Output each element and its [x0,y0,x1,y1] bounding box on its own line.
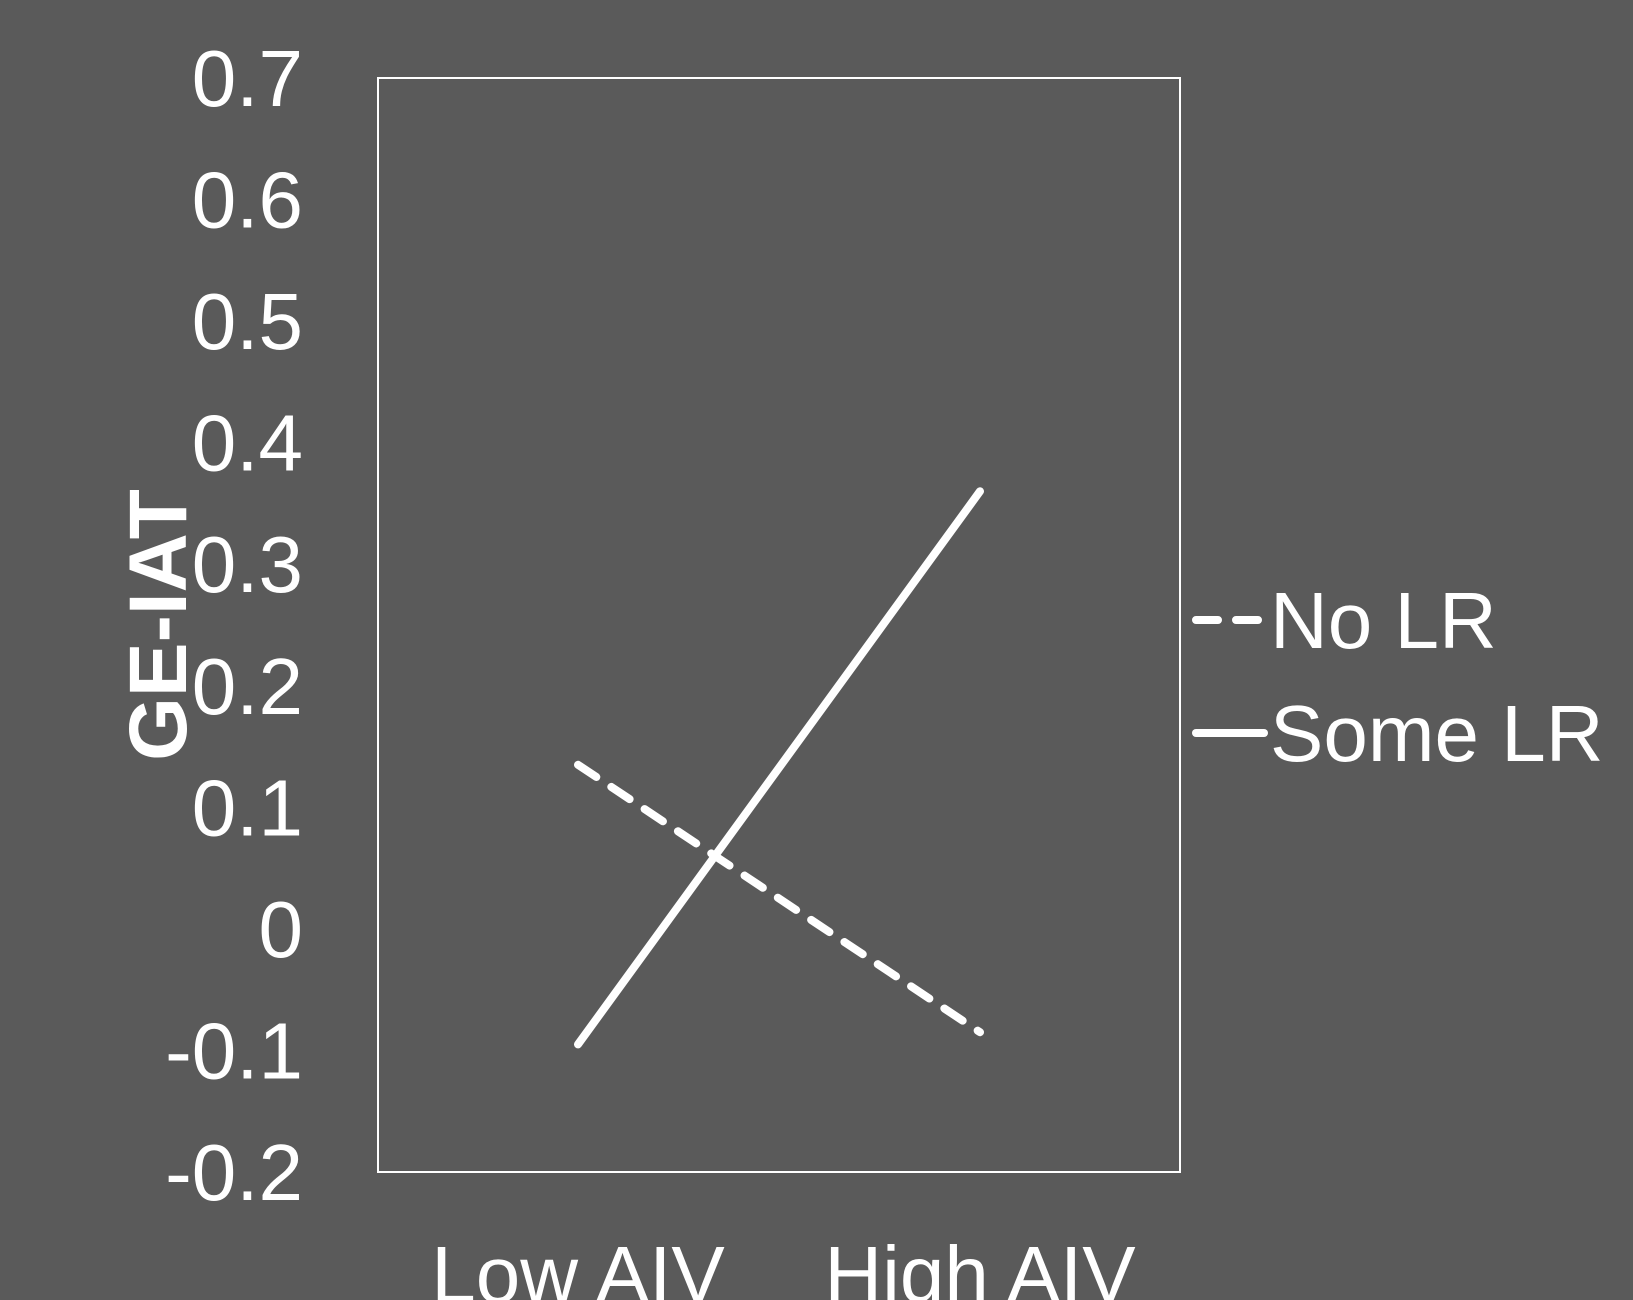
y-tick-label: 0.1 [192,763,303,852]
y-tick-label: 0.3 [192,520,303,609]
y-tick-label: 0.6 [192,156,303,245]
legend-label: Some LR [1270,689,1603,778]
legend-label: No LR [1270,576,1497,665]
legend: No LR Some LR [1192,576,1603,778]
y-tick-label: 0.2 [192,642,303,731]
series-line-no-lr [574,760,984,1037]
x-category-label: Low AIV [431,1230,725,1300]
y-axis-title: GE-IAT [113,489,204,761]
y-tick-label: -0.1 [165,1006,303,1095]
series-lines [574,487,984,1049]
y-tick-label: 0.4 [192,399,303,488]
x-category-label: High AIV [824,1230,1136,1300]
y-tick-label: -0.2 [165,1128,303,1217]
series-line-some-lr [574,487,984,1049]
x-category-labels: Low AIV High AIV [431,1230,1136,1300]
y-tick-label: 0 [259,885,304,974]
plot-area [377,77,1181,1173]
y-tick-label: 0.5 [192,277,303,366]
y-tick-labels: 0.7 0.6 0.5 0.4 0.3 0.2 0.1 0 -0.1 -0.2 [165,34,303,1217]
y-tick-label: 0.7 [192,34,303,123]
